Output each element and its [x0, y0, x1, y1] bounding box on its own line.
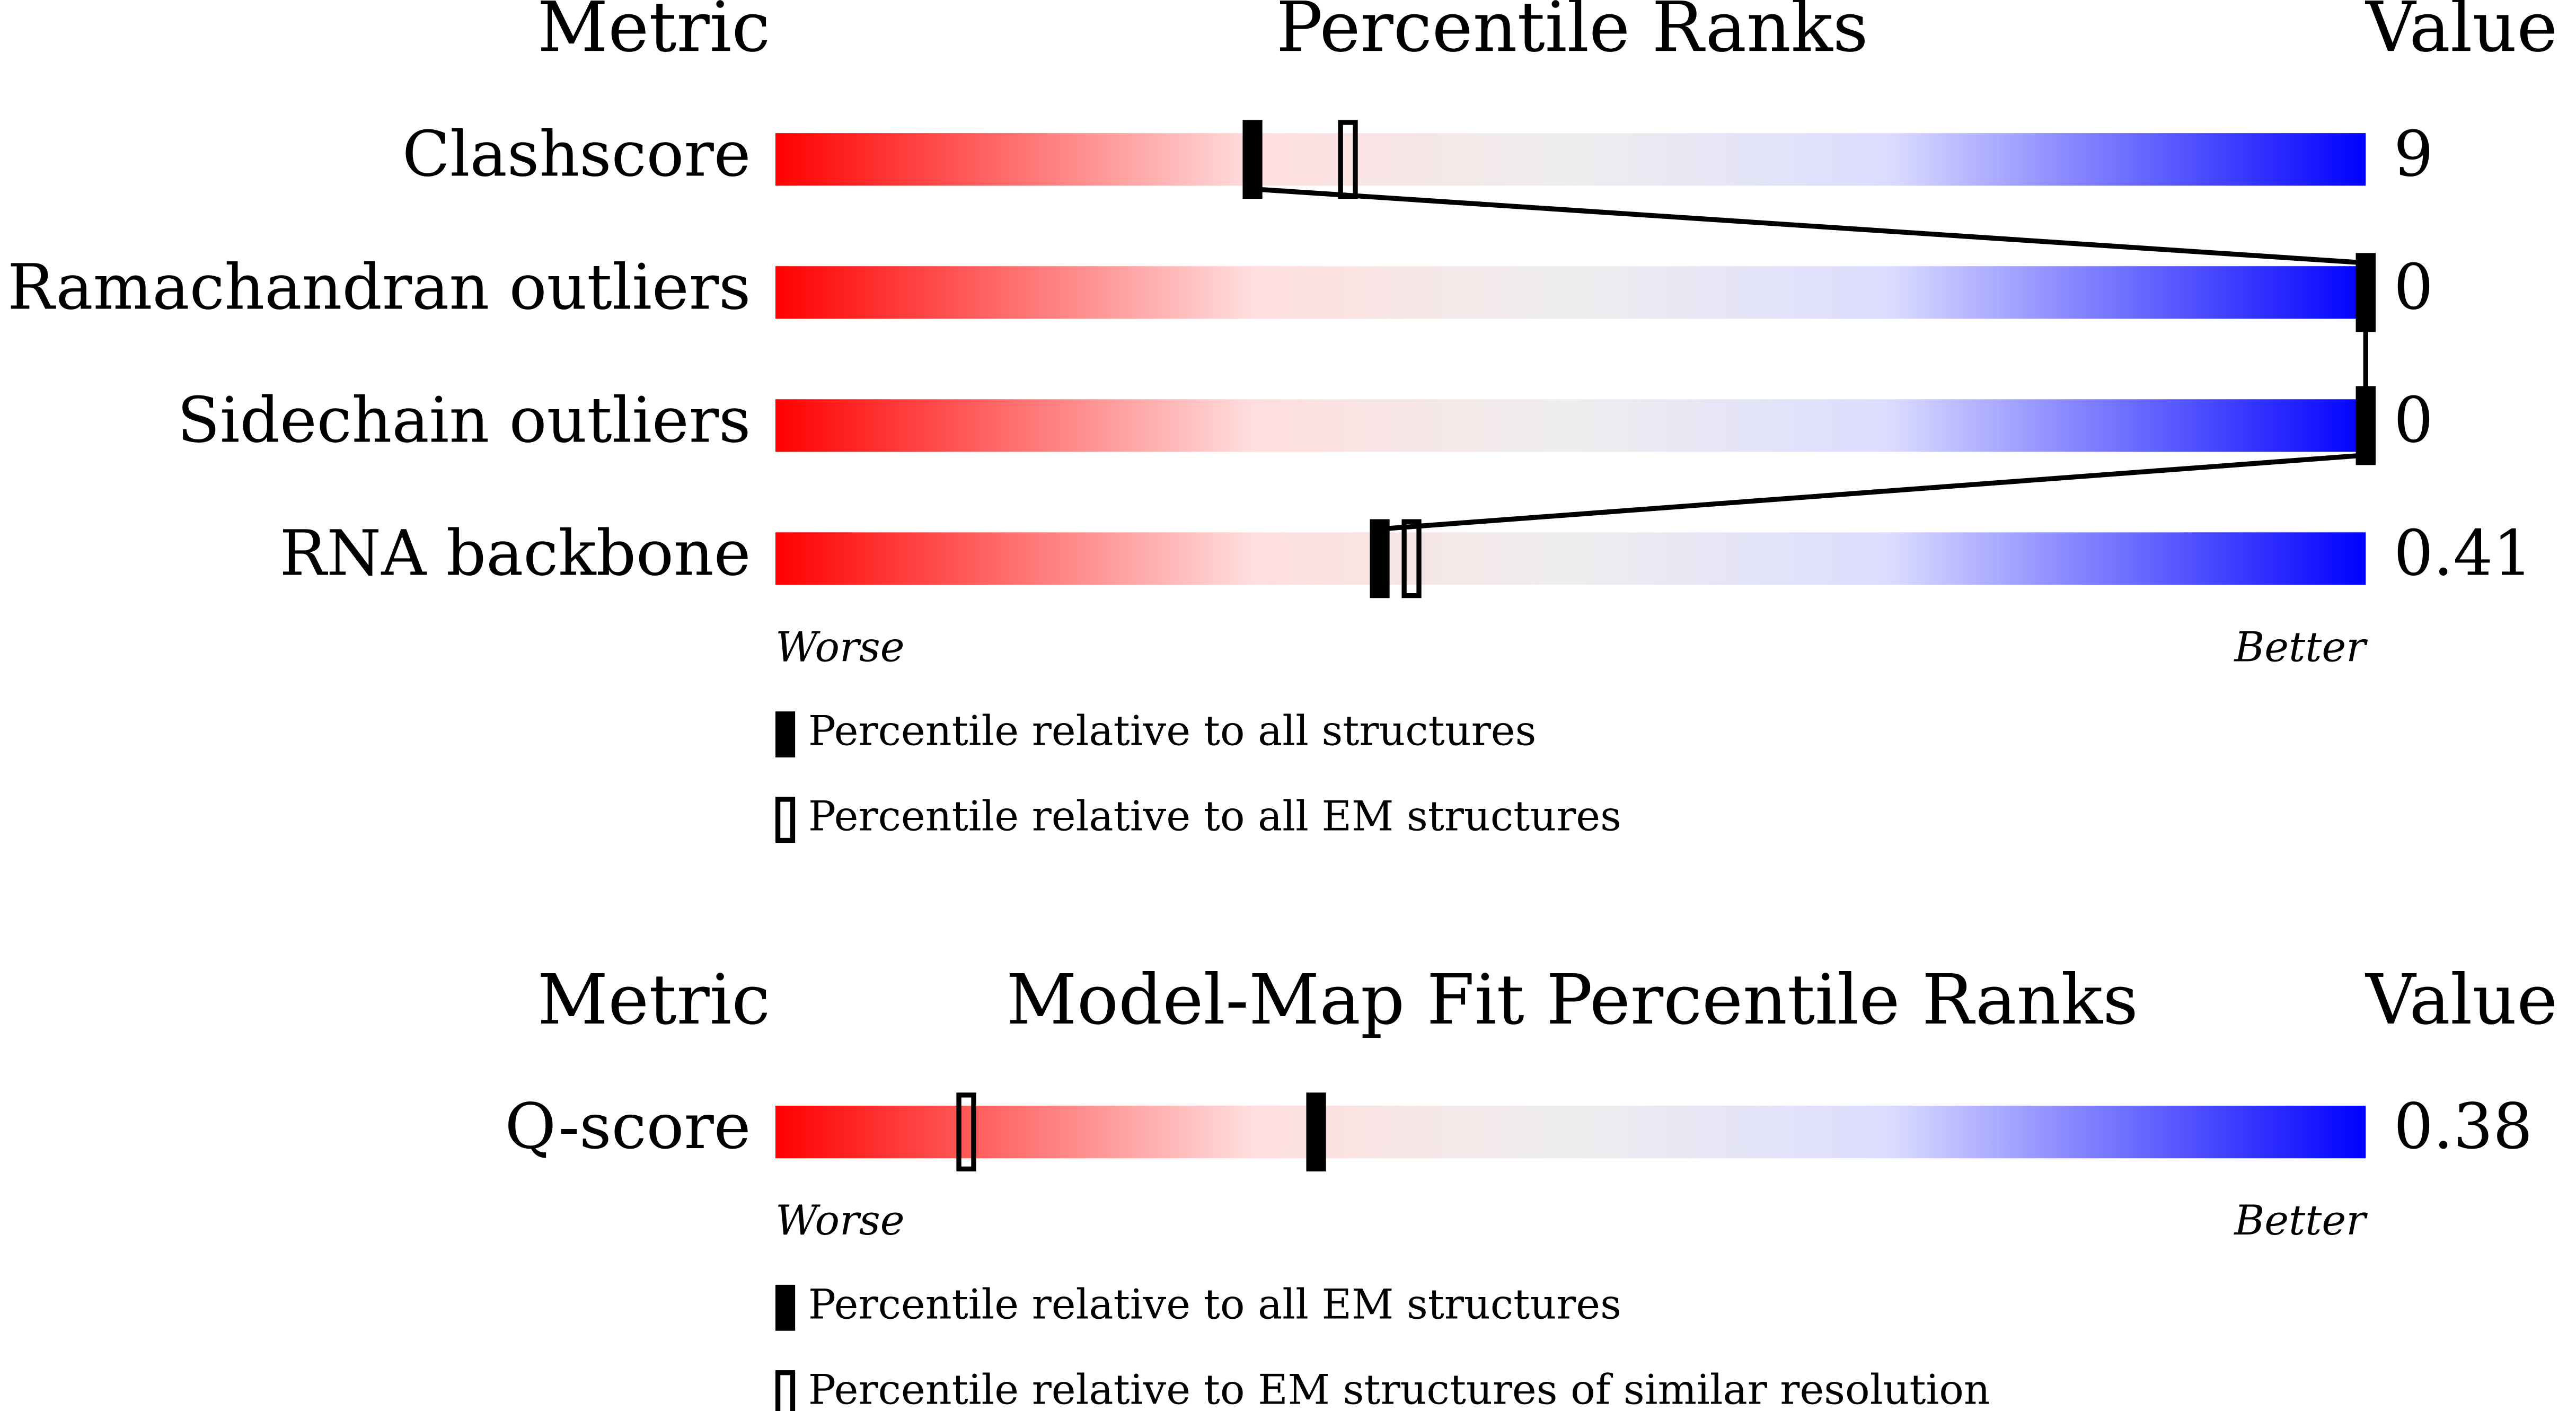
percentile-marker: [2356, 386, 2376, 465]
metric-header: Metric: [537, 959, 770, 1040]
high-label: Better: [2233, 623, 2368, 671]
percentile-marker: [1338, 120, 1358, 199]
legend-label: Percentile relative to all EM structures: [808, 1281, 1621, 1328]
slider-bar: [775, 399, 2366, 452]
percentile-marker: [1306, 1092, 1326, 1172]
legend-label: Percentile relative to all structures: [808, 708, 1536, 755]
chart-title: Model-Map Fit Percentile Ranks: [1006, 959, 2138, 1040]
low-label: Worse: [775, 623, 905, 671]
legend-marker: [775, 1284, 796, 1331]
high-label: Better: [2233, 1197, 2368, 1245]
metric-label: Q-score: [505, 1090, 751, 1163]
legend-marker: [775, 711, 796, 757]
legend-marker: [775, 1370, 796, 1411]
metric-value: 9: [2394, 118, 2433, 190]
metric-header: Metric: [537, 0, 770, 67]
percentile-marker: [956, 1092, 976, 1172]
slider-bar: [775, 133, 2366, 186]
slider-bar: [775, 532, 2366, 585]
percentile-marker: [1370, 519, 1390, 598]
metric-value: 0.38: [2394, 1090, 2533, 1163]
metric-label: RNA backbone: [280, 517, 751, 589]
connector: [1252, 186, 2366, 266]
value-header: Value: [2365, 0, 2557, 67]
slider-bar: [775, 266, 2366, 319]
percentile-marker: [1242, 120, 1263, 199]
percentile-marker: [1401, 519, 1422, 598]
percentile-marker: [2356, 253, 2376, 332]
value-header: Value: [2365, 959, 2557, 1040]
metric-label: Ramachandran outliers: [7, 251, 751, 323]
metric-value: 0.41: [2394, 517, 2533, 589]
metric-value: 0: [2394, 384, 2433, 456]
metric-value: 0: [2394, 251, 2433, 323]
metric-label: Clashscore: [402, 118, 751, 190]
connector: [1379, 453, 2366, 532]
chart-title: Percentile Ranks: [1276, 0, 1868, 67]
metric-label: Sidechain outliers: [177, 384, 751, 456]
slider-bar: [775, 1106, 2366, 1159]
legend-marker: [775, 797, 796, 843]
legend-label: Percentile relative to all EM structures: [808, 793, 1621, 841]
low-label: Worse: [775, 1197, 905, 1245]
legend-label: Percentile relative to EM structures of …: [808, 1366, 1990, 1411]
